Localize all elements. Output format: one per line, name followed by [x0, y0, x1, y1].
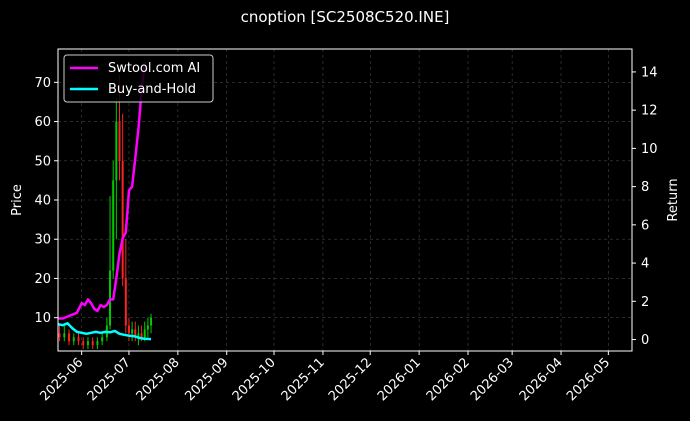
- legend-label-bh: Buy-and-Hold: [108, 82, 196, 97]
- candle-body: [121, 160, 124, 279]
- left-tick-label: 40: [34, 194, 51, 209]
- candle-body: [112, 180, 115, 271]
- y-axis-label-left: Price: [10, 184, 25, 216]
- candle-body: [137, 333, 140, 338]
- right-tick-label: 0: [641, 333, 649, 348]
- candle-body: [96, 341, 99, 346]
- candle-body: [143, 329, 146, 338]
- candle-body: [115, 121, 118, 181]
- legend-label-ai: Swtool.com AI: [108, 61, 200, 76]
- left-tick-label: 70: [34, 76, 51, 91]
- left-tick-label: 50: [34, 154, 51, 169]
- y-axis-label-right: Return: [666, 178, 681, 221]
- right-axis: 0 2 4 6 8 10 12 14: [632, 65, 658, 348]
- candle-body: [68, 333, 71, 342]
- right-tick-label: 12: [641, 104, 658, 119]
- candle-body: [134, 329, 137, 338]
- ai-return-line: [58, 62, 146, 320]
- candle-body: [146, 325, 149, 330]
- right-tick-label: 6: [641, 218, 649, 233]
- legend: Swtool.com AI Buy-and-Hold: [63, 54, 214, 103]
- candle-body: [72, 337, 75, 342]
- lines: [57, 62, 152, 341]
- left-tick-label: 20: [34, 272, 51, 287]
- left-tick-label: 10: [34, 311, 51, 326]
- right-tick-label: 14: [641, 65, 658, 80]
- candle-body: [124, 278, 127, 326]
- candle-body: [109, 270, 112, 326]
- candle-body: [58, 333, 61, 338]
- right-tick-label: 2: [641, 295, 649, 310]
- left-tick-label: 30: [34, 233, 51, 248]
- candle-body: [82, 341, 85, 346]
- legend-box: [63, 54, 214, 103]
- right-tick-label: 8: [641, 180, 649, 195]
- candle-body: [63, 333, 66, 338]
- left-axis: 10 20 30 40 50 60 70: [34, 76, 58, 326]
- candle-body: [91, 341, 94, 346]
- candle-body: [150, 317, 153, 326]
- candle-body: [140, 333, 143, 338]
- candle-body: [131, 329, 134, 334]
- bh-return-line: [57, 322, 152, 341]
- candle-body: [101, 337, 104, 342]
- candle-body: [118, 121, 121, 161]
- candle-body: [86, 341, 89, 346]
- candle-body: [127, 325, 130, 334]
- right-tick-label: 10: [641, 142, 658, 157]
- left-tick-label: 60: [34, 115, 51, 130]
- candles: [58, 74, 153, 350]
- chart-title: cnoption [SC2508C520.INE]: [241, 8, 450, 26]
- candle-body: [77, 337, 80, 342]
- right-tick-label: 4: [641, 257, 649, 272]
